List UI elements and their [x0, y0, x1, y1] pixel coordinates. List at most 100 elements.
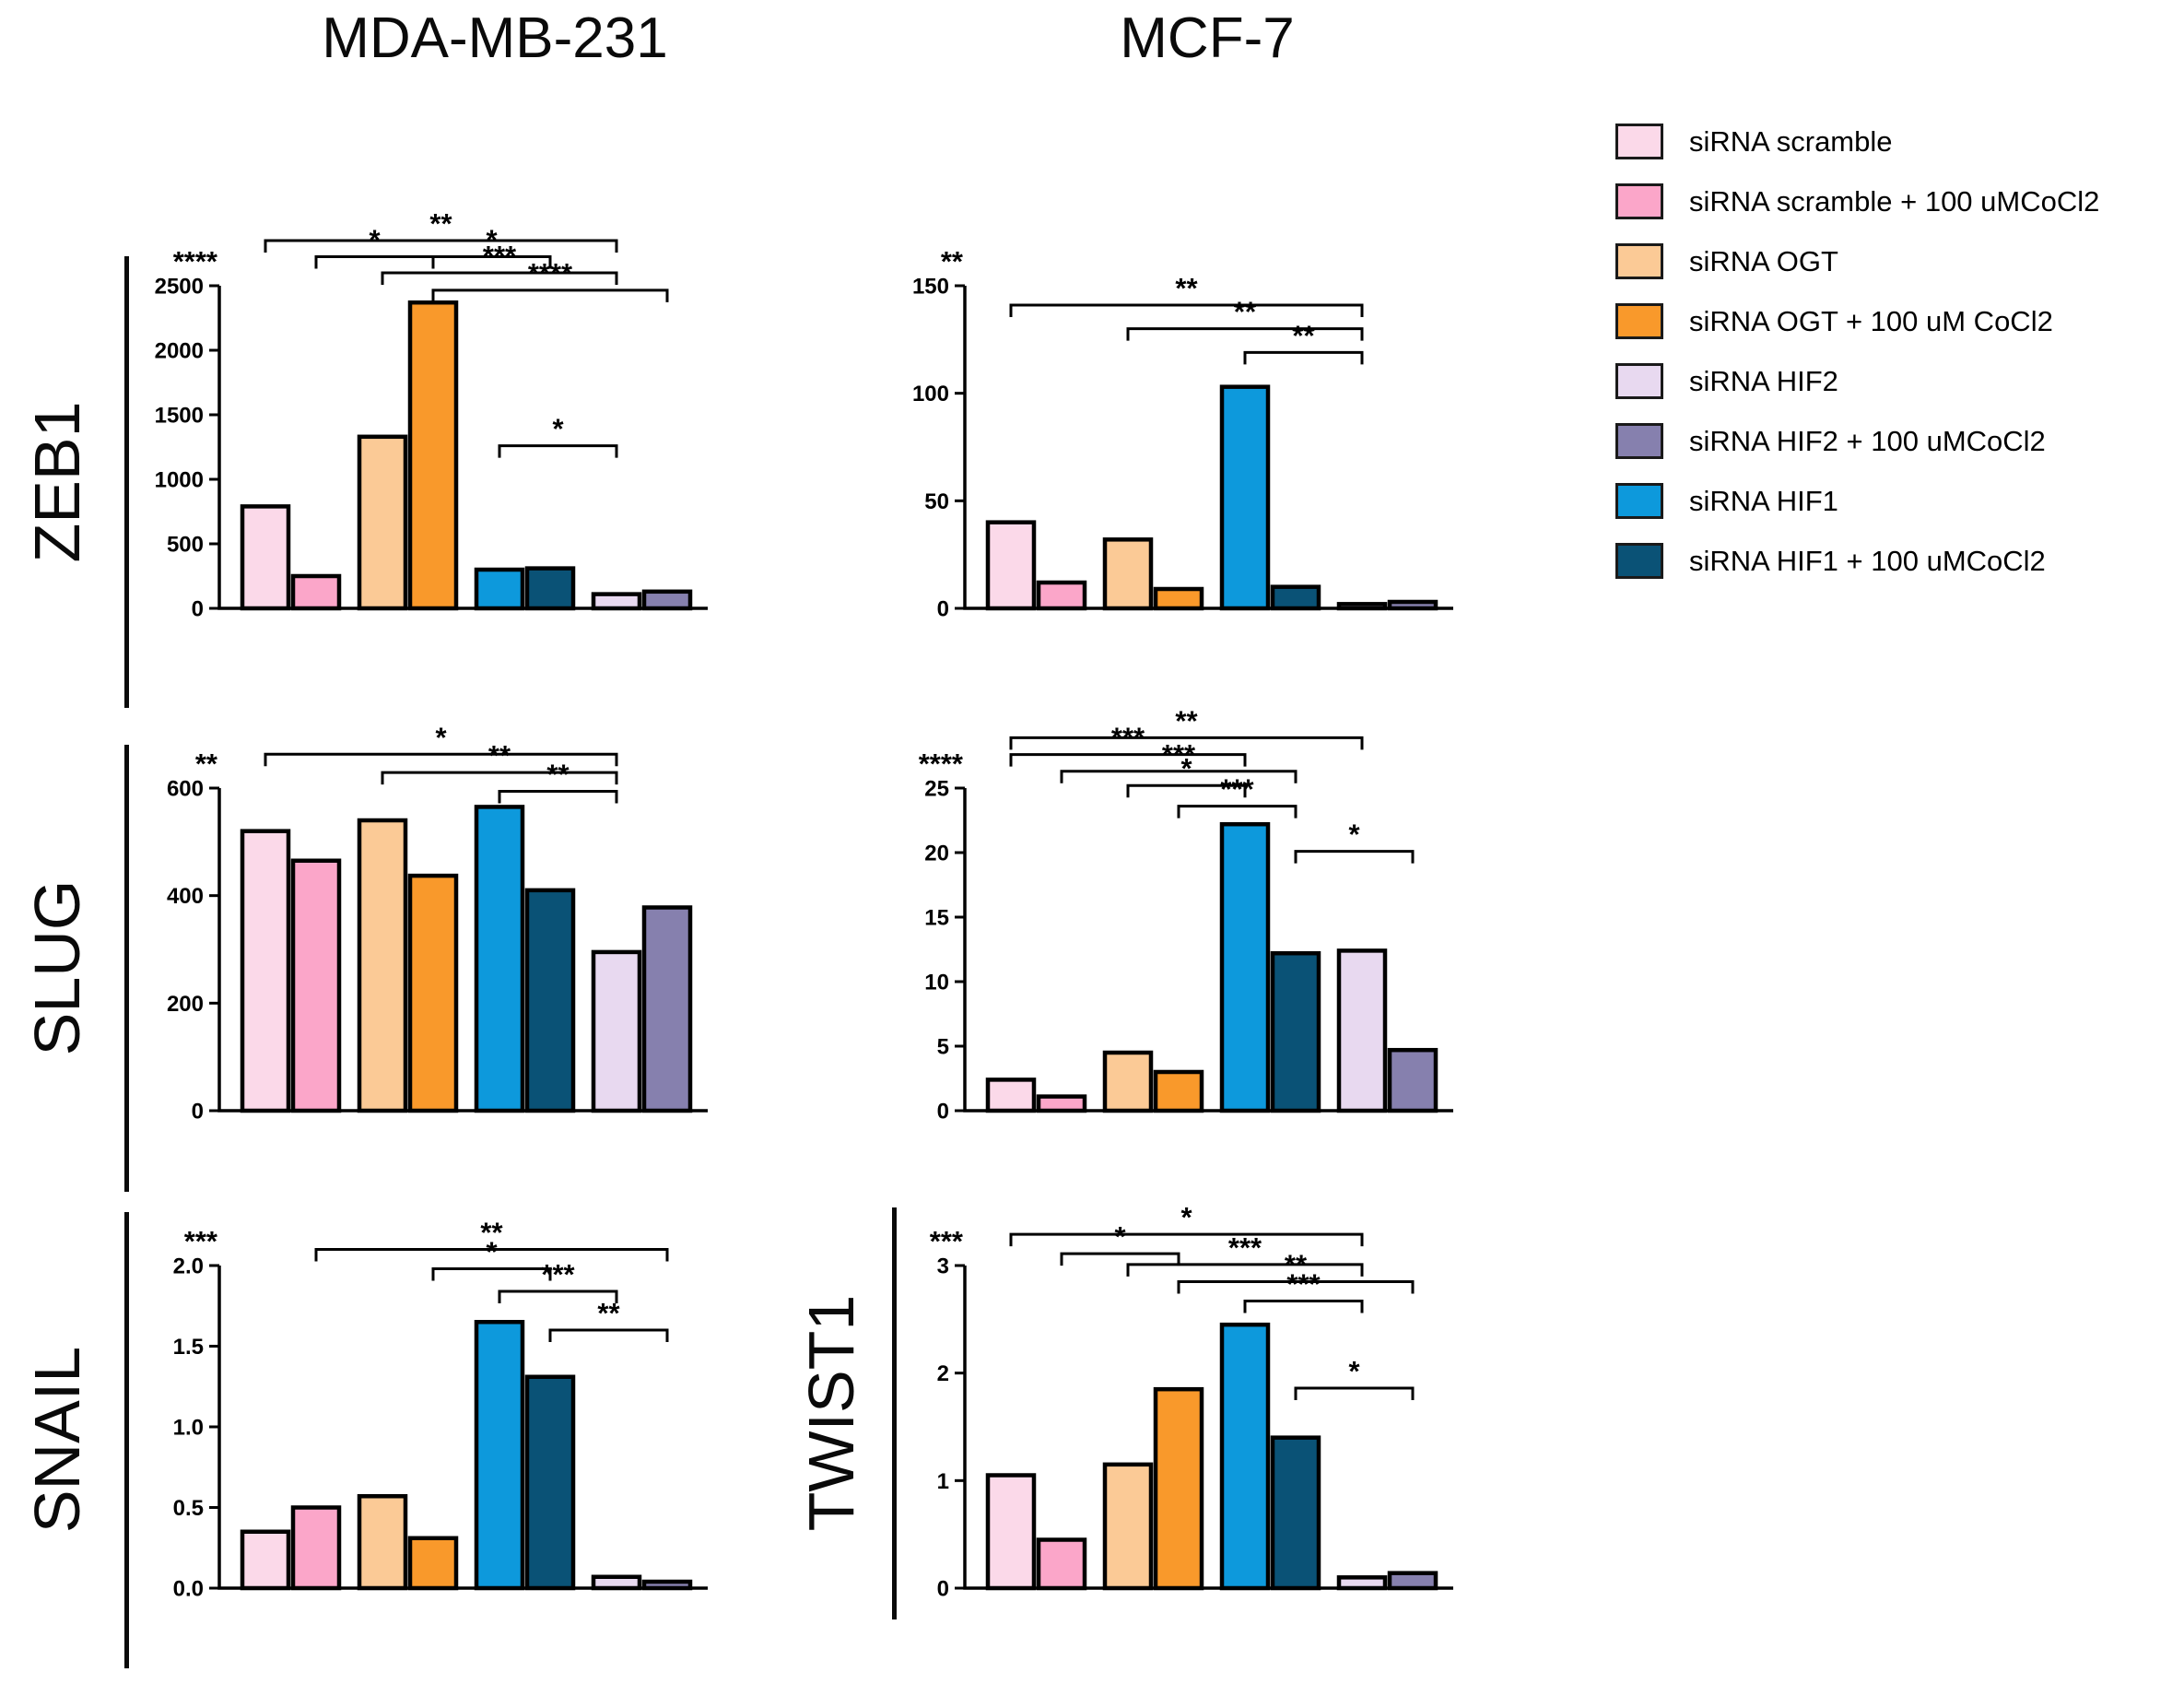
bar-sirna-hif2 — [591, 592, 642, 611]
bar-sirna-ogt — [1102, 1462, 1154, 1591]
legend-item: siRNA OGT + 100 uM CoCl2 — [1615, 303, 2099, 339]
y-tick-label: 5 — [937, 1035, 949, 1060]
legend-label: siRNA scramble — [1689, 124, 1893, 158]
sig-bracket-label: **** — [528, 257, 573, 289]
chart-twist1-mcf-7: 0 1 2 3 *** * * *** ** *** * — [863, 1160, 1472, 1602]
y-tick-label: 0 — [192, 1100, 204, 1125]
bar-sirna-scramble-100-umcocl2 — [1036, 1537, 1087, 1591]
bar-sirna-hif1-100-umcocl2 — [524, 888, 576, 1113]
sig-bracket-label: *** — [1162, 738, 1196, 771]
bar-sirna-hif2-100-umcocl2 — [1387, 1571, 1438, 1591]
sig-bracket — [1009, 753, 1247, 767]
y-tick-label: 400 — [167, 884, 204, 909]
sig-bracket — [548, 1328, 669, 1342]
sig-bracket — [431, 1267, 552, 1281]
y-tick-label: 50 — [924, 489, 949, 514]
legend-swatch — [1615, 543, 1663, 579]
chart-zeb1-mcf-7: 0 50 100 150 ** ** ** ** — [863, 180, 1472, 622]
y-tick-label: 500 — [167, 533, 204, 558]
chart-svg: 0.00.51.01.52.0*** ******** — [173, 1217, 708, 1602]
gene-label-zeb1: ZEB1 — [21, 401, 93, 563]
y-tick-label: 100 — [912, 382, 949, 406]
legend-item: siRNA HIF2 + 100 uMCoCl2 — [1615, 423, 2099, 459]
bar-sirna-hif1-100-umcocl2 — [1270, 950, 1321, 1113]
y-tick-label: 1000 — [155, 468, 204, 493]
bar-sirna-ogt — [1102, 537, 1154, 611]
bar-sirna-scramble-100-umcocl2 — [1036, 1094, 1087, 1113]
bar-sirna-scramble — [240, 829, 291, 1113]
bar-sirna-hif2-100-umcocl2 — [1387, 599, 1438, 611]
bar-sirna-ogt-100-um-cocl2 — [1153, 586, 1204, 611]
sig-bracket — [1126, 1263, 1364, 1277]
column-title-mda-mb-231: MDA-MB-231 — [322, 6, 668, 70]
bar-sirna-hif2 — [1336, 1575, 1388, 1591]
bar-sirna-ogt-100-um-cocl2 — [1153, 1386, 1204, 1591]
y-tick-label: 1.0 — [173, 1416, 204, 1441]
bar-sirna-scramble-100-umcocl2 — [290, 858, 342, 1113]
sig-bracket — [431, 289, 669, 302]
bar-sirna-hif1-100-umcocl2 — [524, 566, 576, 611]
sig-bracket-label: * — [1348, 818, 1360, 851]
bar-sirna-ogt — [357, 818, 408, 1113]
sig-bracket-label: * — [1114, 1220, 1126, 1253]
legend-label: siRNA HIF1 — [1689, 484, 1838, 517]
sig-bracket — [498, 444, 618, 458]
legend-item: siRNA scramble + 100 uMCoCl2 — [1615, 183, 2099, 219]
sig-bracket-label: *** — [1220, 773, 1254, 806]
sig-bracket — [264, 752, 618, 767]
gene-label-twist1: TWIST1 — [795, 1294, 867, 1532]
bar-sirna-hif1 — [474, 567, 525, 611]
sig-bracket-label: * — [1180, 752, 1192, 784]
bar-sirna-ogt — [357, 434, 408, 611]
column-title-mcf-7: MCF-7 — [1120, 6, 1295, 70]
overall-significance: *** — [930, 1225, 964, 1257]
bar-sirna-hif1-100-umcocl2 — [1270, 584, 1321, 611]
sig-bracket-label: * — [435, 721, 447, 753]
legend-label: siRNA HIF1 + 100 uMCoCl2 — [1689, 544, 2046, 577]
sig-bracket-label: ** — [480, 1217, 503, 1249]
sig-bracket-label: * — [1180, 1201, 1192, 1233]
sig-bracket-label: ** — [1292, 319, 1315, 351]
sig-bracket — [1294, 850, 1415, 864]
y-tick-label: 150 — [912, 275, 949, 300]
axes — [963, 286, 1453, 610]
sig-bracket-label: ** — [1175, 272, 1198, 304]
overall-significance: *** — [184, 1225, 218, 1257]
y-tick-label: 3 — [937, 1254, 949, 1279]
chart-zeb1-mda-mb-231: 0 500 1000 1500 2000 2500 **** ** * * *** **** * — [118, 180, 726, 622]
bar-sirna-hif2 — [1336, 948, 1388, 1113]
sig-bracket — [498, 790, 618, 804]
y-tick-label: 0 — [192, 597, 204, 622]
y-tick-label: 2.0 — [173, 1254, 204, 1279]
y-tick-label: 1.5 — [173, 1335, 204, 1360]
legend-label: siRNA OGT — [1689, 244, 1838, 277]
bar-sirna-hif1 — [1219, 1322, 1271, 1591]
overall-significance: **** — [173, 245, 218, 277]
sig-bracket — [1126, 783, 1247, 798]
sig-bracket-label: ** — [1285, 1249, 1308, 1281]
sig-bracket-label: ** — [1175, 704, 1198, 736]
bar-sirna-hif2-100-umcocl2 — [641, 905, 693, 1113]
sig-bracket — [1243, 350, 1364, 365]
bar-sirna-scramble-100-umcocl2 — [1036, 580, 1087, 611]
overall-significance: ** — [941, 245, 964, 277]
bar-sirna-hif1 — [474, 805, 525, 1113]
legend-swatch — [1615, 483, 1663, 519]
sig-bracket — [1060, 1252, 1180, 1266]
legend-label: siRNA HIF2 + 100 uMCoCl2 — [1689, 424, 2046, 457]
legend-swatch — [1615, 124, 1663, 159]
axes — [217, 286, 708, 610]
bar-sirna-ogt-100-um-cocl2 — [407, 1536, 459, 1591]
chart-slug-mcf-7: 0 5 10 15 20 25 **** ** *** *** * *** * — [863, 682, 1472, 1125]
gene-axis-line-slug — [124, 745, 129, 1192]
bar-sirna-hif2-100-umcocl2 — [1387, 1047, 1438, 1113]
y-tick-label: 1 — [937, 1469, 949, 1494]
bar-sirna-scramble-100-umcocl2 — [290, 573, 342, 611]
legend-item: siRNA HIF2 — [1615, 363, 2099, 399]
bar-sirna-hif1 — [1219, 384, 1271, 611]
sig-bracket-label: ** — [546, 759, 569, 791]
y-tick-label: 0 — [937, 1577, 949, 1602]
